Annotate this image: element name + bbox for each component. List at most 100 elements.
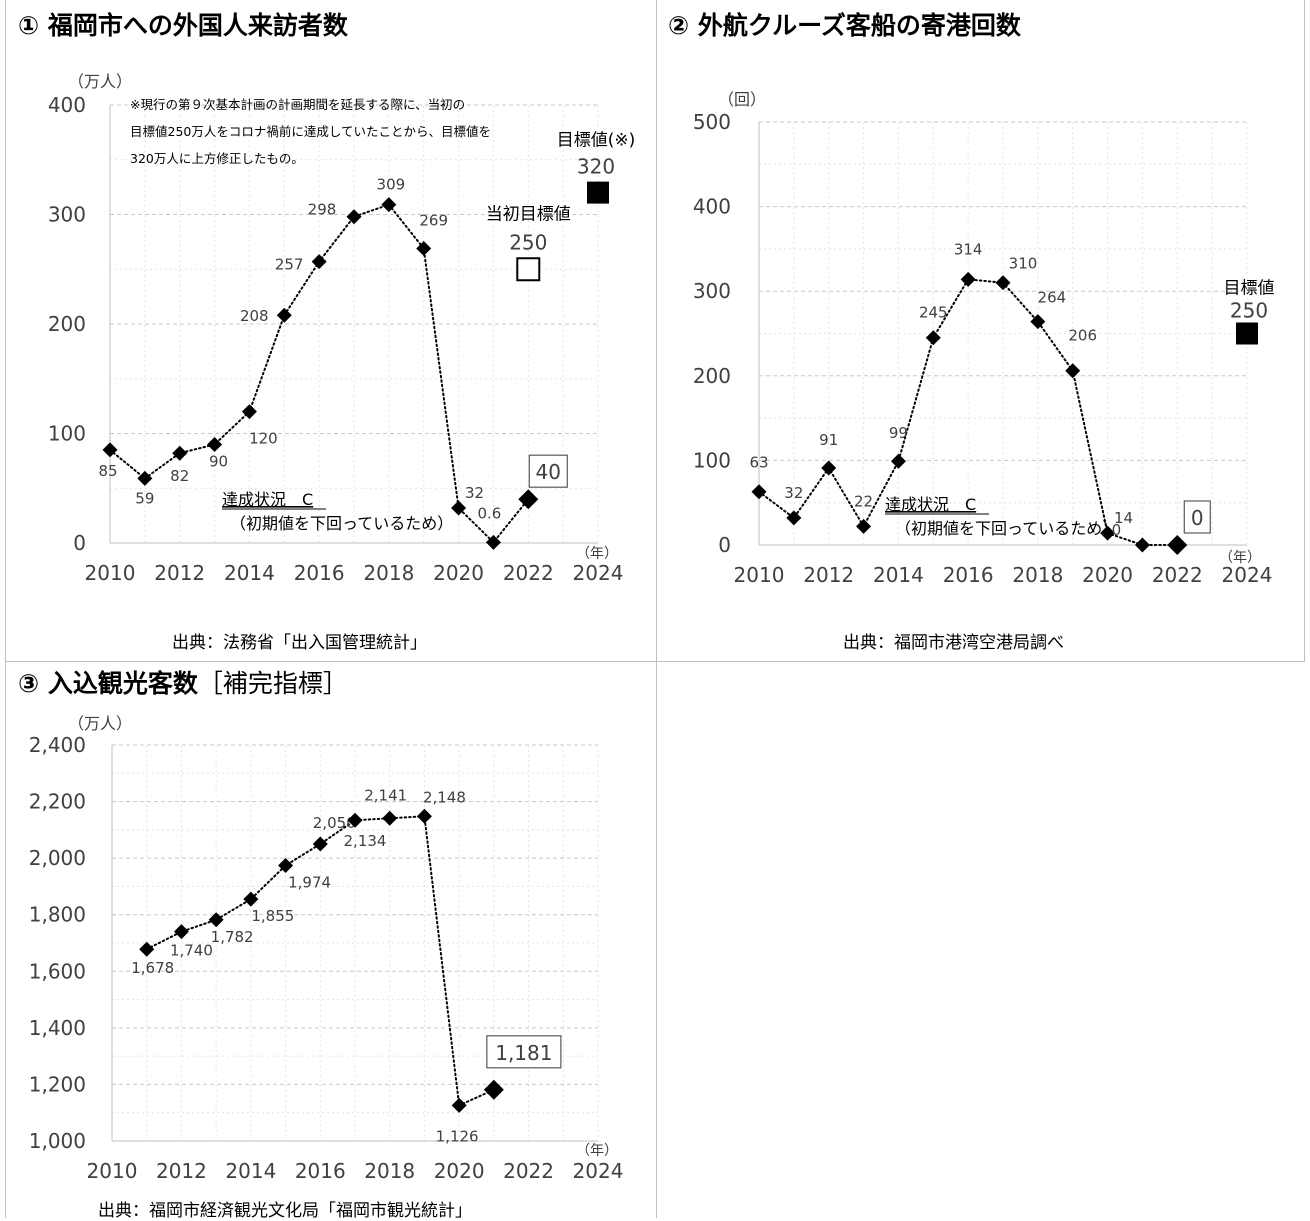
data-point [451, 1097, 467, 1113]
panel-1-source: 出典：法務省「出入国管理統計」 [172, 633, 427, 653]
x-axis-unit-label: （年） [1219, 550, 1261, 566]
data-point [208, 912, 224, 928]
data-label: 59 [135, 489, 154, 507]
panel-1-title-text: 福岡市への外国人来訪者数 [47, 11, 348, 40]
status-label: 達成状況 C [885, 495, 976, 514]
x-tick-label: 2010 [734, 563, 785, 587]
chart-note-line: ※現行の第９次基本計画の計画期間を延長する際に、当初の [130, 97, 465, 112]
x-axis-unit-label: （年） [576, 1143, 618, 1159]
data-label: 90 [209, 452, 228, 470]
data-point [786, 510, 802, 526]
x-axis-unit-label: （年） [576, 546, 618, 562]
y-tick-label: 1,800 [29, 903, 86, 927]
data-label: 264 [1038, 289, 1067, 307]
status-label: 達成状況 C [222, 490, 313, 509]
y-tick-label: 1,000 [29, 1129, 86, 1153]
data-point [518, 489, 539, 510]
x-tick-label: 2024 [1222, 563, 1273, 587]
grid-border-row [5, 661, 1305, 662]
target-label: 目標値(※) [557, 131, 636, 151]
y-axis-unit-label: （万人） [68, 72, 132, 91]
chart-2: 0 100 200 300 400 500 2010 2012 2014 2016 2018 2020… [693, 90, 1275, 587]
latest-value-label: 0 [1191, 506, 1204, 530]
data-label: 208 [240, 307, 269, 325]
data-label: 63 [749, 454, 768, 472]
y-tick-label: 1,200 [29, 1072, 86, 1096]
status-note: （初期値を下回っているため） [895, 519, 1118, 538]
x-tick-label: 2022 [503, 1159, 554, 1183]
panel-3-title-suffix: ［補完指標］ [197, 669, 348, 698]
data-point [172, 445, 188, 461]
y-tick-label: 100 [693, 448, 731, 472]
latest-value-label: 40 [536, 460, 561, 484]
data-label: 1,678 [131, 959, 174, 977]
panel-2-source: 出典：福岡市港湾空港局調べ [843, 633, 1064, 653]
x-tick-label: 2024 [573, 1159, 624, 1183]
x-tick-label: 2016 [943, 563, 994, 587]
data-point [311, 254, 327, 270]
grid-border-left [5, 0, 6, 1218]
data-point [751, 484, 767, 500]
target-value: 250 [509, 230, 547, 254]
panel-2-title: ② 外航クルーズ客船の寄港回数 [668, 6, 1021, 42]
data-point [241, 404, 257, 420]
x-tick-label: 2024 [573, 561, 624, 585]
x-tick-label: 2022 [503, 561, 554, 585]
chart-1: 0 100 200 300 400 2010 2012 2014 2016 2018 2020 202… [48, 72, 635, 585]
latest-value-label: 1,181 [495, 1041, 552, 1065]
data-point [382, 810, 398, 826]
data-label: 298 [308, 201, 337, 219]
data-label: 1,974 [288, 873, 331, 891]
y-tick-label: 200 [48, 312, 86, 336]
x-tick-label: 2012 [154, 561, 205, 585]
target-marker-hollow [516, 257, 541, 282]
data-label: 22 [854, 492, 873, 510]
data-label: 99 [889, 424, 908, 442]
series-line [145, 815, 495, 1107]
data-label: 245 [919, 304, 948, 322]
chart-note-line: 320万人に上方修正したもの。 [130, 151, 304, 166]
x-tick-label: 2010 [87, 1159, 138, 1183]
x-tick-label: 2012 [156, 1159, 207, 1183]
y-tick-label: 0 [73, 531, 86, 555]
data-label: 269 [419, 211, 448, 229]
target-marker-filled [587, 181, 609, 204]
y-tick-label: 1,600 [29, 959, 86, 983]
data-point [485, 534, 501, 550]
x-tick-label: 2014 [224, 561, 275, 585]
data-point [856, 518, 872, 534]
x-tick-label: 2018 [364, 1159, 415, 1183]
data-point [1065, 363, 1081, 379]
y-tick-label: 2,200 [29, 790, 86, 814]
panel-3-title-text: 入込観光客数 [47, 669, 198, 698]
y-tick-label: 1,400 [29, 1016, 86, 1040]
data-label: 85 [98, 462, 117, 480]
data-label: 91 [819, 431, 838, 449]
data-label: 82 [170, 467, 189, 485]
x-tick-label: 2022 [1152, 563, 1203, 587]
y-axis-unit-label: （回） [718, 90, 766, 109]
latest-value-box [486, 1035, 562, 1069]
data-point [416, 240, 432, 256]
y-tick-label: 300 [693, 279, 731, 303]
status-note: （初期値を下回っているため） [230, 514, 453, 533]
target-marker-filled [1236, 322, 1258, 345]
panel-2-title-number: ② [668, 11, 690, 40]
data-point [925, 330, 941, 346]
data-label: 14 [1114, 509, 1133, 527]
data-point [995, 275, 1011, 291]
data-point [243, 891, 259, 907]
y-tick-label: 200 [693, 364, 731, 388]
panel-3-title: ③ 入込観光客数［補完指標］ [18, 664, 348, 700]
panel-3-title-number: ③ [18, 669, 40, 698]
y-tick-label: 100 [48, 422, 86, 446]
data-point [137, 470, 153, 486]
grid-border-right [1304, 0, 1305, 662]
data-label: 2,050 [313, 814, 356, 832]
data-point [346, 209, 362, 225]
latest-value-box [1183, 500, 1211, 534]
latest-value-box [528, 454, 568, 488]
data-point [483, 1079, 504, 1100]
